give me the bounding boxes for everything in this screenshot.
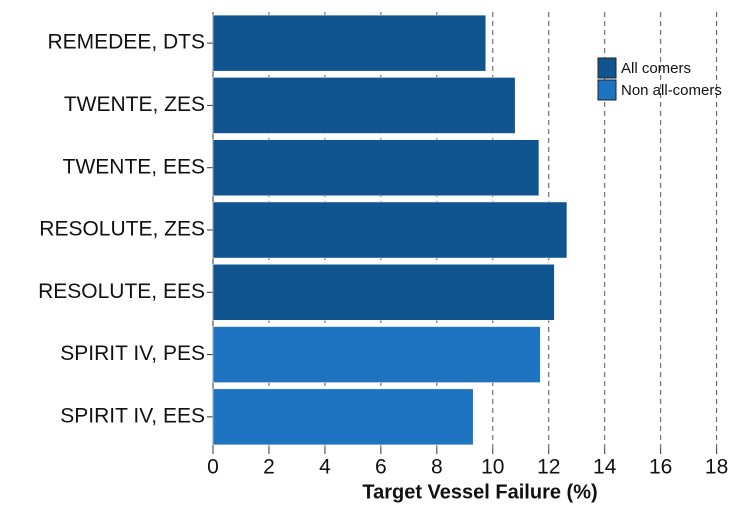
- x-tick-label: 16: [649, 456, 672, 479]
- legend-swatch: [597, 57, 617, 79]
- y-tick-label: TWENTE, ZES: [64, 93, 205, 116]
- y-tick-label: REMEDEE, DTS: [47, 31, 205, 54]
- x-tick-label: 2: [263, 456, 275, 479]
- legend-label: Non all-comers: [621, 82, 722, 99]
- x-tick-label: 18: [705, 456, 728, 479]
- bar: [212, 77, 516, 134]
- y-tick-label: RESOLUTE, ZES: [39, 218, 205, 241]
- x-axis-title: Target Vessel Failure (%): [362, 481, 597, 503]
- bar: [212, 201, 568, 259]
- x-tick-label: 14: [593, 456, 617, 479]
- x-tick-label: 0: [207, 456, 219, 479]
- bar: [212, 14, 487, 72]
- bar: [212, 326, 541, 383]
- bar: [212, 388, 474, 446]
- x-tick-label: 12: [537, 456, 560, 479]
- bar: [212, 264, 555, 321]
- bar: [212, 139, 540, 196]
- y-tick-label: SPIRIT IV, PES: [60, 342, 205, 365]
- x-tick-label: 4: [319, 456, 331, 479]
- x-tick-label: 8: [431, 456, 443, 479]
- y-tick-label: RESOLUTE, EES: [38, 280, 205, 303]
- legend-label: All comers: [621, 60, 691, 77]
- legend-swatch: [597, 79, 617, 101]
- x-tick-label: 10: [481, 456, 504, 479]
- x-tick-label: 6: [375, 456, 387, 479]
- y-tick-label: TWENTE, EES: [63, 155, 205, 178]
- y-tick-label: SPIRIT IV, EES: [60, 404, 205, 427]
